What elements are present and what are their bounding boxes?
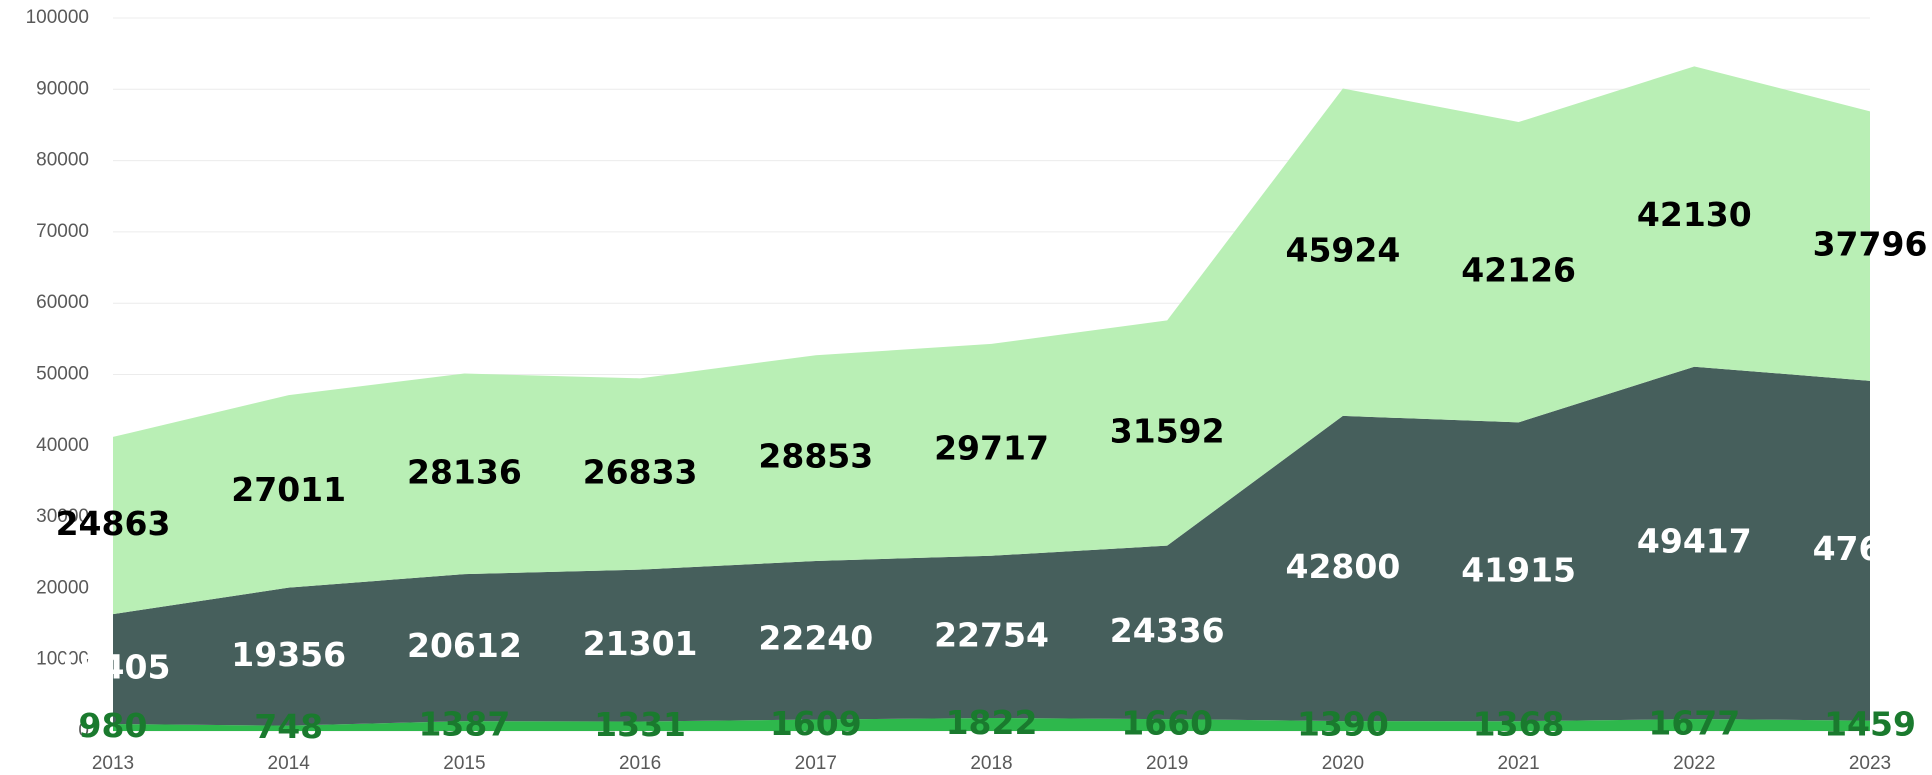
data-label: 28136 [407, 452, 522, 491]
area [113, 66, 1870, 615]
data-label: 748 [254, 707, 323, 746]
x-tick-label: 2013 [92, 753, 134, 774]
y-tick-label: 70000 [36, 221, 89, 242]
y-tick-label: 0 [78, 720, 89, 741]
y-tick-label: 30000 [36, 506, 89, 527]
y-tick-label: 80000 [36, 150, 89, 171]
y-tick-label: 100000 [26, 7, 89, 28]
data-label: 37796 [1813, 225, 1928, 264]
x-tick-label: 2014 [268, 753, 311, 774]
data-label: 1331 [594, 705, 686, 744]
data-label: 26833 [583, 452, 698, 491]
x-tick-label: 2017 [795, 753, 837, 774]
area [113, 366, 1870, 726]
data-label: 42130 [1637, 195, 1752, 234]
data-label: 1677 [1648, 704, 1740, 743]
data-label: 1459 [1824, 704, 1916, 743]
data-label: 22754 [934, 615, 1049, 654]
data-label: 45924 [1285, 231, 1400, 270]
y-tick-label: 50000 [36, 364, 89, 385]
x-tick-label: 2018 [970, 753, 1012, 774]
x-tick-label: 2021 [1497, 753, 1539, 774]
x-tick-label: 2019 [1146, 753, 1188, 774]
data-label: 980 [79, 706, 148, 745]
y-tick-label: 20000 [36, 577, 89, 598]
data-label: 15405 [56, 648, 171, 687]
data-label: 29717 [934, 428, 1049, 467]
data-label: 41915 [1461, 550, 1576, 589]
data-label: 42800 [1285, 547, 1400, 586]
data-label: 1390 [1297, 705, 1389, 744]
data-label: 28853 [758, 437, 873, 476]
x-tick-label: 2023 [1849, 753, 1891, 774]
data-label: 27011 [231, 470, 346, 509]
data-label: 24863 [56, 504, 171, 543]
data-label: 24336 [1110, 611, 1225, 650]
data-label: 31592 [1110, 412, 1225, 451]
x-tick-label: 2016 [619, 753, 661, 774]
y-tick-label: 60000 [36, 292, 89, 313]
x-tick-label: 2020 [1322, 753, 1364, 774]
data-label: 1822 [946, 703, 1038, 742]
x-tick-label: 2015 [443, 753, 485, 774]
area [113, 718, 1870, 731]
data-label: 19356 [231, 635, 346, 674]
data-label: 22240 [758, 619, 873, 658]
data-label: 20612 [407, 626, 522, 665]
x-tick-label: 2022 [1673, 753, 1715, 774]
y-tick-label: 40000 [36, 435, 89, 456]
data-label: 21301 [583, 624, 698, 663]
data-label: 49417 [1637, 521, 1752, 560]
y-tick-label: 10000 [36, 649, 89, 670]
data-label: 1660 [1121, 704, 1213, 743]
data-label: 42126 [1461, 251, 1576, 290]
data-label: 47654 [1813, 529, 1928, 568]
data-label: 1387 [418, 705, 510, 744]
data-label: 1368 [1473, 705, 1565, 744]
data-label: 1609 [770, 704, 862, 743]
y-tick-label: 90000 [36, 78, 89, 99]
